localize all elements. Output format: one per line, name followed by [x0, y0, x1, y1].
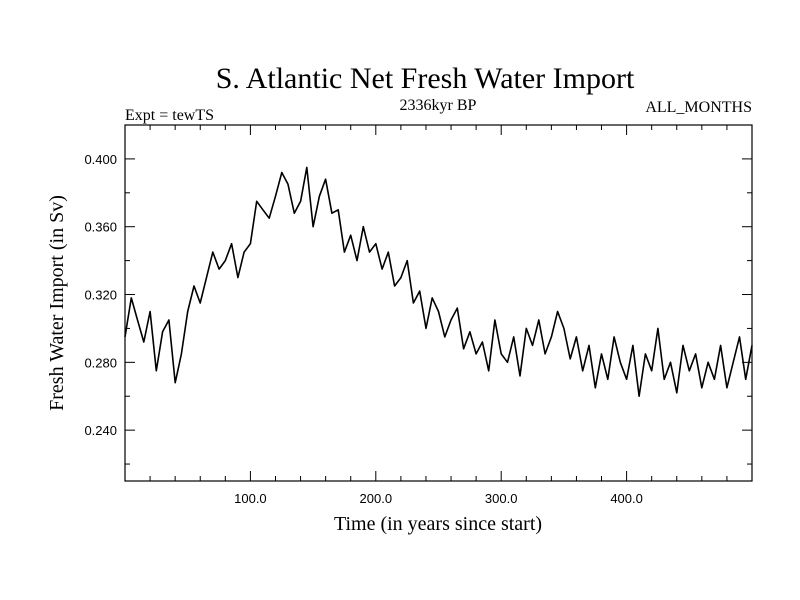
y-tick-label: 0.280	[84, 355, 117, 370]
y-axis-label: Fresh Water Import (in Sv)	[46, 195, 68, 411]
experiment-label: Expt = tewTS	[125, 107, 214, 124]
x-axis-label: Time (in years since start)	[334, 513, 542, 535]
y-tick-label: 0.240	[84, 423, 117, 438]
x-tick-label: 300.0	[485, 491, 518, 506]
series-line-fresh-water-import	[124, 166, 753, 397]
chart-title: S. Atlantic Net Fresh Water Import	[216, 62, 635, 95]
x-tick-label: 200.0	[360, 491, 393, 506]
period-label: 2336kyr BP	[400, 97, 477, 114]
x-tick-label: 400.0	[610, 491, 643, 506]
x-tick-label: 100.0	[234, 491, 267, 506]
y-tick-label: 0.360	[84, 220, 117, 235]
plot-frame	[124, 124, 753, 482]
axis-ticks	[125, 125, 752, 481]
y-tick-label: 0.400	[84, 152, 117, 167]
axis-tick-labels: 100.0 200.0 300.0 400.0 0.240 0.280 0.320 0.360…	[84, 152, 642, 506]
months-label: ALL_MONTHS	[645, 99, 752, 116]
y-tick-label: 0.320	[84, 288, 117, 303]
